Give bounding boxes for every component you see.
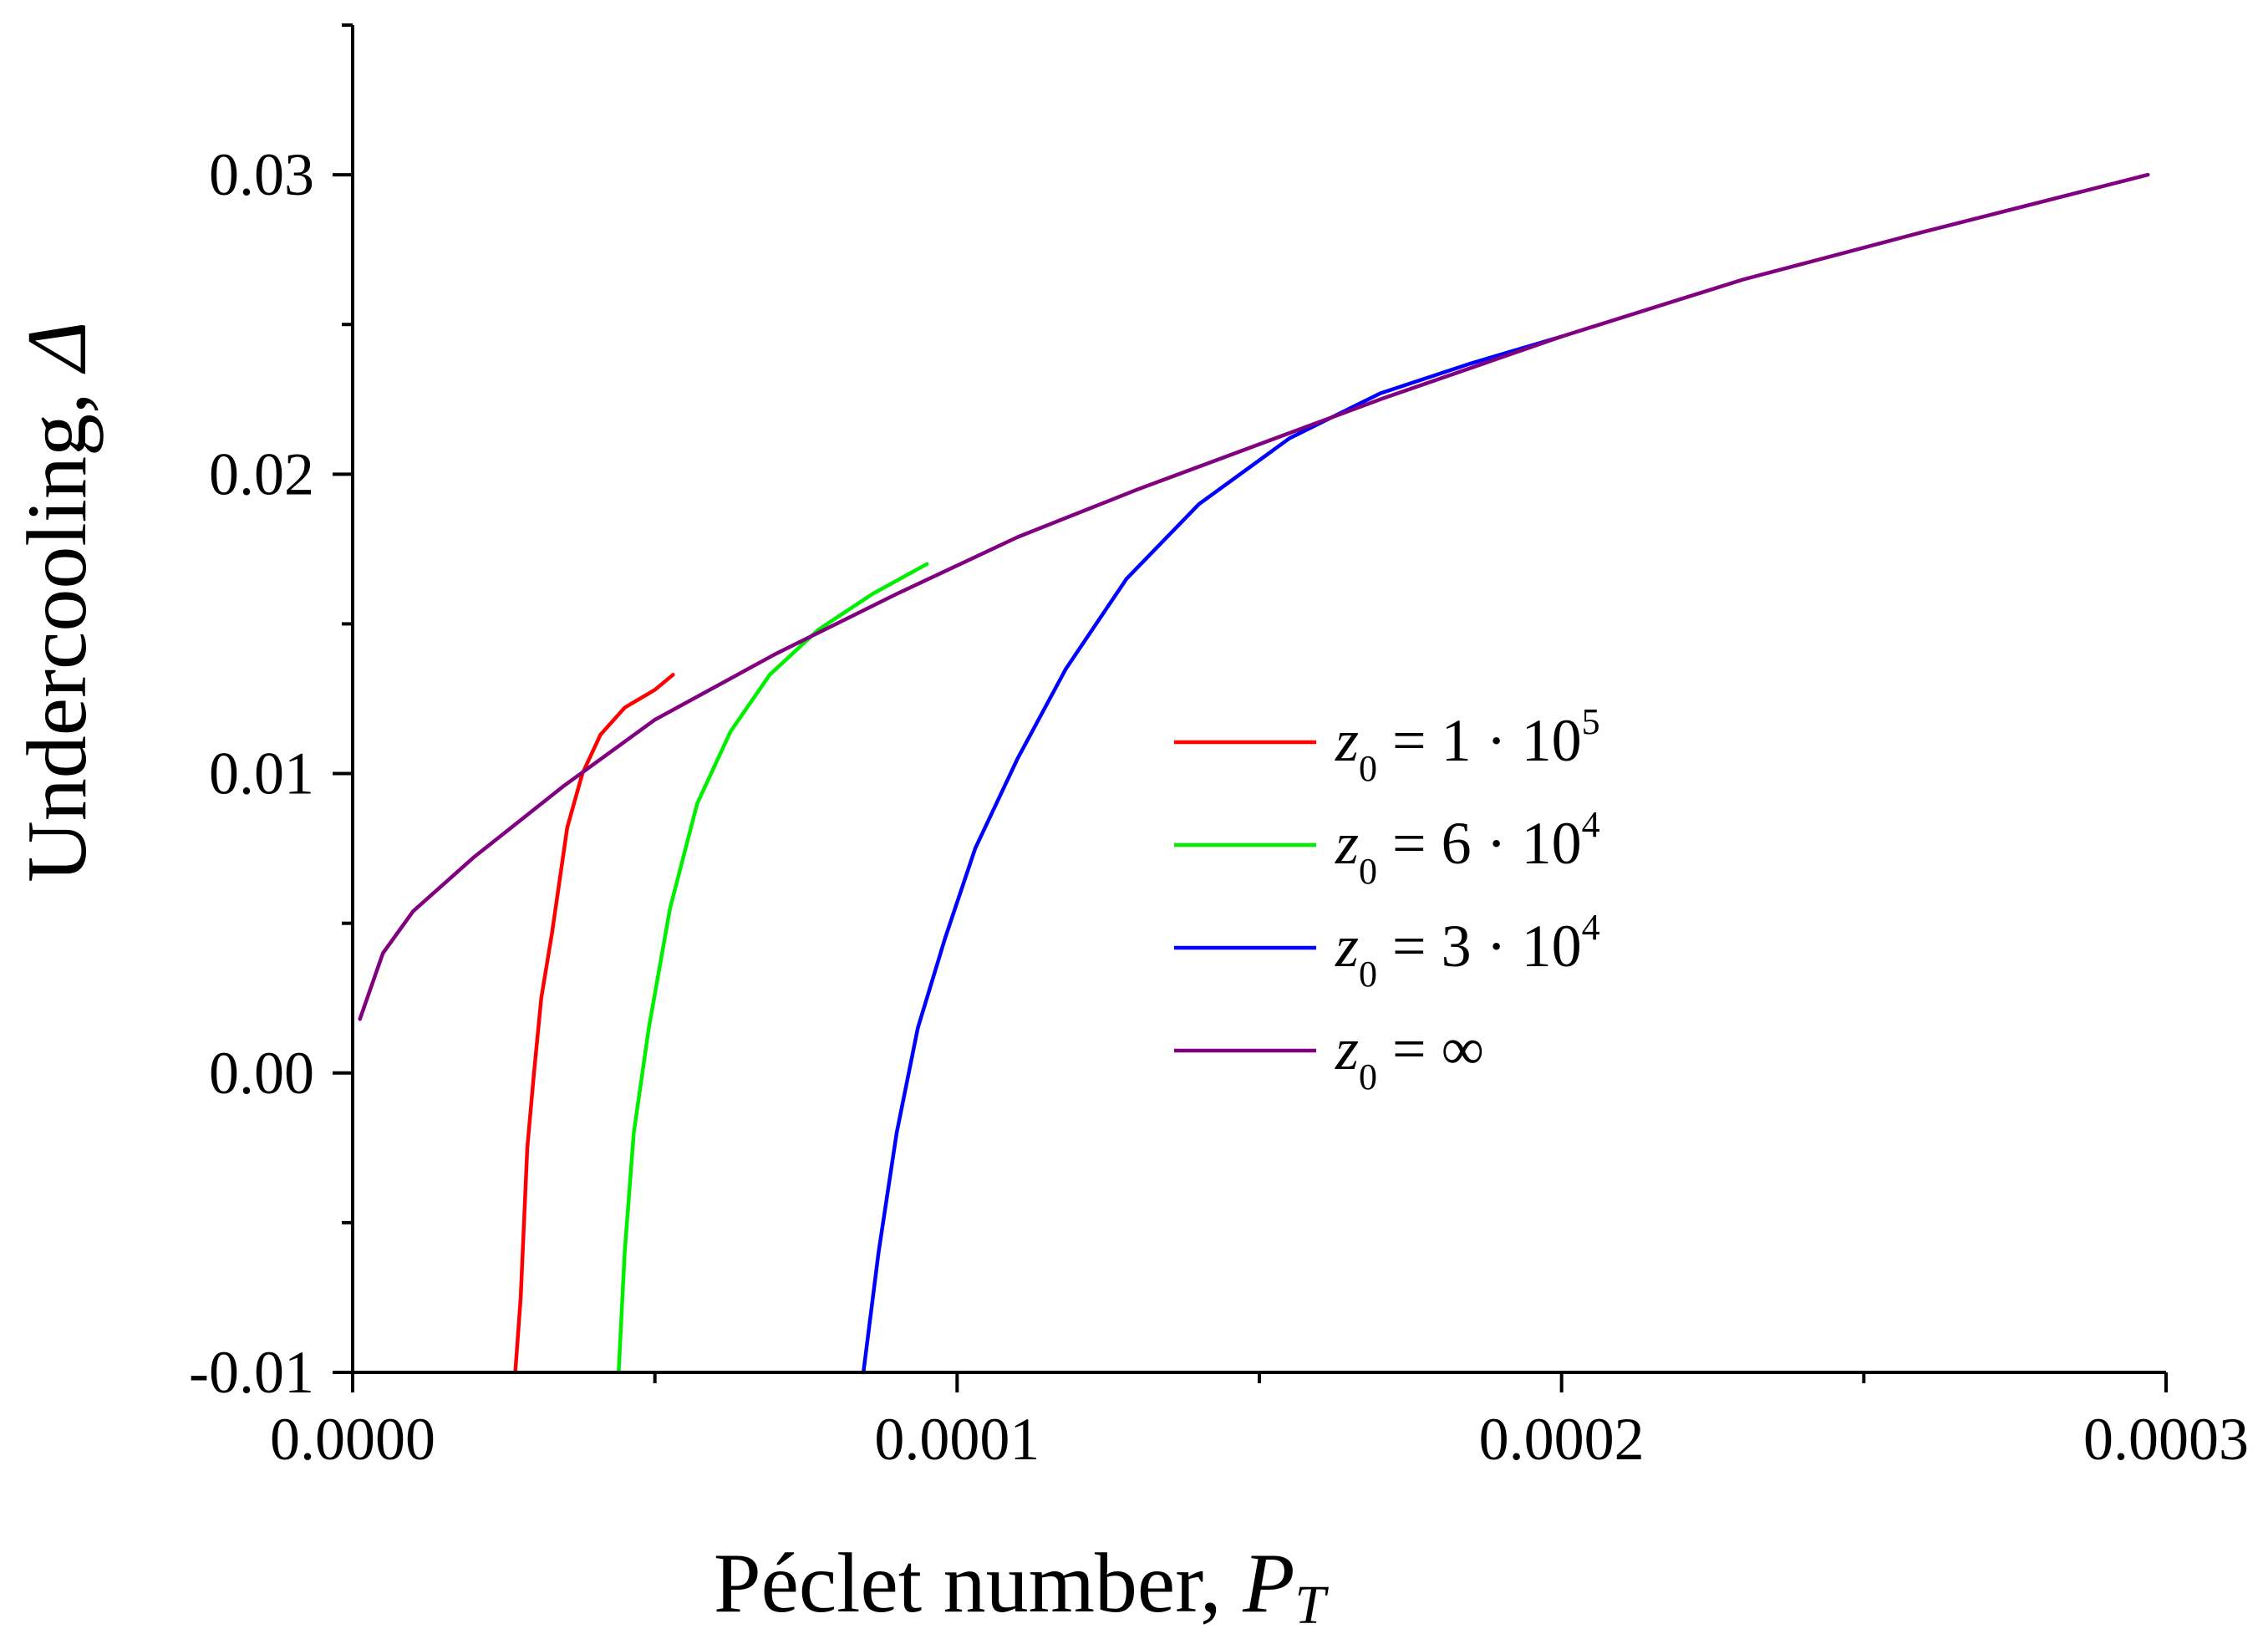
y-tick-label: 0.01 <box>209 741 314 807</box>
y-tick-label: 0.03 <box>209 141 314 208</box>
legend-item: z0 = 3 · 104 <box>1174 907 1600 995</box>
legend-item: z0 = 6 · 104 <box>1174 804 1600 892</box>
legend-label: z0 = ∞ <box>1335 1015 1484 1097</box>
x-tick-label: 0.0001 <box>874 1406 1040 1473</box>
series-line-2 <box>861 334 1564 1375</box>
y-axis-title: Undercooling, Δ <box>10 321 104 883</box>
plot-series-group <box>358 172 2150 1375</box>
x-tick-label: 0.0002 <box>1479 1406 1645 1473</box>
y-tick-label: 0.00 <box>209 1040 314 1107</box>
legend: z0 = 1 · 105 z0 = 6 · 104 z0 = 3 · 104 z0 =… <box>1174 701 1600 1097</box>
x-tick-label: 0.0000 <box>270 1406 435 1473</box>
series-line-3 <box>358 172 2150 1021</box>
legend-label: z0 = 6 · 104 <box>1335 804 1600 892</box>
legend-label: z0 = 1 · 105 <box>1335 701 1600 789</box>
legend-item: z0 = 1 · 105 <box>1174 701 1600 789</box>
legend-item: z0 = ∞ <box>1174 1015 1484 1097</box>
x-axis-title: Péclet number, PT <box>714 1536 1330 1636</box>
legend-label: z0 = 3 · 104 <box>1335 907 1600 995</box>
x-tick-label: 0.0003 <box>2083 1406 2249 1473</box>
axes-group <box>351 25 2166 1374</box>
tick-group <box>333 23 2168 1392</box>
tick-label-group: 0.0000 0.0001 0.0002 0.0003 -0.01 0.00 0.01 0.0… <box>189 141 2249 1473</box>
series-line-0 <box>513 673 675 1375</box>
y-tick-label: -0.01 <box>189 1339 314 1406</box>
series-line-1 <box>617 562 929 1375</box>
y-tick-label: 0.02 <box>209 440 314 507</box>
